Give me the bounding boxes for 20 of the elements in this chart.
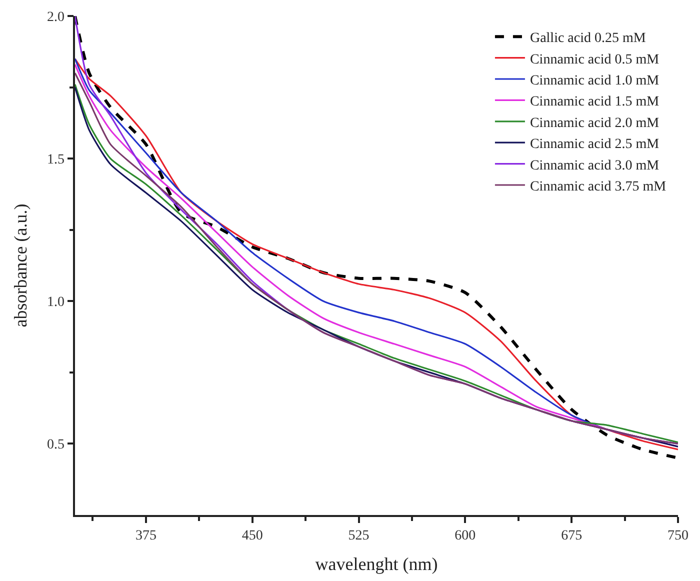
x-tick-label: 750 — [668, 528, 688, 544]
legend-label: Gallic acid 0.25 mM — [530, 31, 646, 46]
y-axis-title: absorbance (a.u.) — [10, 204, 31, 328]
x-tick-label: 375 — [135, 528, 156, 544]
y-tick-label: 2.0 — [46, 10, 64, 25]
y-tick-label: 1.5 — [46, 152, 64, 168]
x-tick-label: 525 — [348, 528, 370, 544]
legend-label: Cinnamic acid 2.0 mM — [530, 116, 660, 131]
legend-label: Cinnamic acid 2.5 mM — [530, 137, 660, 152]
legend-label: Cinnamic acid 1.5 mM — [530, 94, 660, 110]
legend-label: Cinnamic acid 3.75 mM — [530, 179, 667, 194]
legend-label: Cinnamic acid 3.0 mM — [530, 158, 660, 174]
y-tick-label: 1.0 — [46, 295, 64, 310]
legend-label: Cinnamic acid 0.5 mM — [530, 52, 660, 68]
legend-label: Cinnamic acid 1.0 mM — [530, 73, 660, 88]
x-tick-label: 450 — [242, 528, 263, 544]
x-tick-label: 675 — [561, 528, 582, 544]
x-axis-title: wavelenght (nm) — [315, 554, 438, 574]
x-tick-label: 600 — [454, 528, 476, 544]
y-tick-label: 0.5 — [46, 438, 64, 453]
